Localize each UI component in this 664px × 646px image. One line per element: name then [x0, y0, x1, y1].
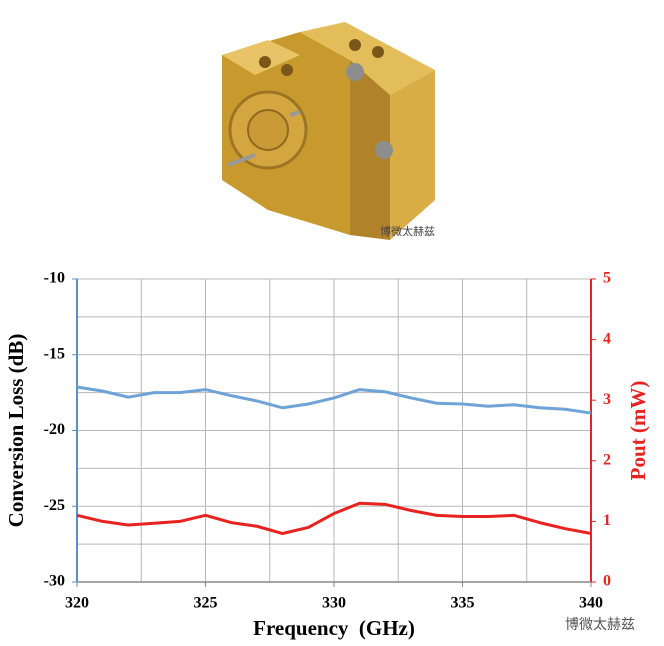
plot: 320 325 330 335 340 -30 -25 -20 -15 -10 0 1 2 3 4 5 Freq…: [4, 270, 650, 640]
data-line: [76, 501, 592, 536]
x-tick-label: 330: [322, 595, 346, 612]
y-tick-label: -25: [44, 497, 65, 514]
x-tick-label: 320: [65, 595, 89, 612]
x-tick-label: 340: [579, 595, 603, 612]
y2-tick-label: 1: [603, 512, 611, 529]
y-tick-label: -15: [44, 345, 65, 362]
device-photo: 博微太赫兹: [222, 22, 435, 240]
y2-tick-label: 0: [603, 573, 611, 590]
y2-tick-label: 2: [603, 451, 611, 468]
y-axis-label: Conversion Loss (dB): [4, 334, 28, 528]
chart-watermark: 博微太赫兹: [565, 616, 635, 633]
x-tick-label: 335: [451, 595, 475, 612]
data-line: [76, 385, 592, 415]
y2-tick-label: 4: [603, 330, 611, 347]
x-tick-label: 325: [194, 595, 218, 612]
y-tick-label: -20: [44, 421, 65, 438]
y-tick-label: -30: [44, 573, 65, 590]
y-tick-label: -10: [44, 270, 65, 287]
y2-tick-label: 5: [603, 270, 611, 287]
photo-watermark: 博微太赫兹: [380, 224, 435, 238]
y2-tick-label: 3: [603, 391, 611, 408]
x-axis-label: Frequency (GHz): [253, 616, 415, 640]
y2-axis-label: Pout (mW): [626, 381, 650, 481]
